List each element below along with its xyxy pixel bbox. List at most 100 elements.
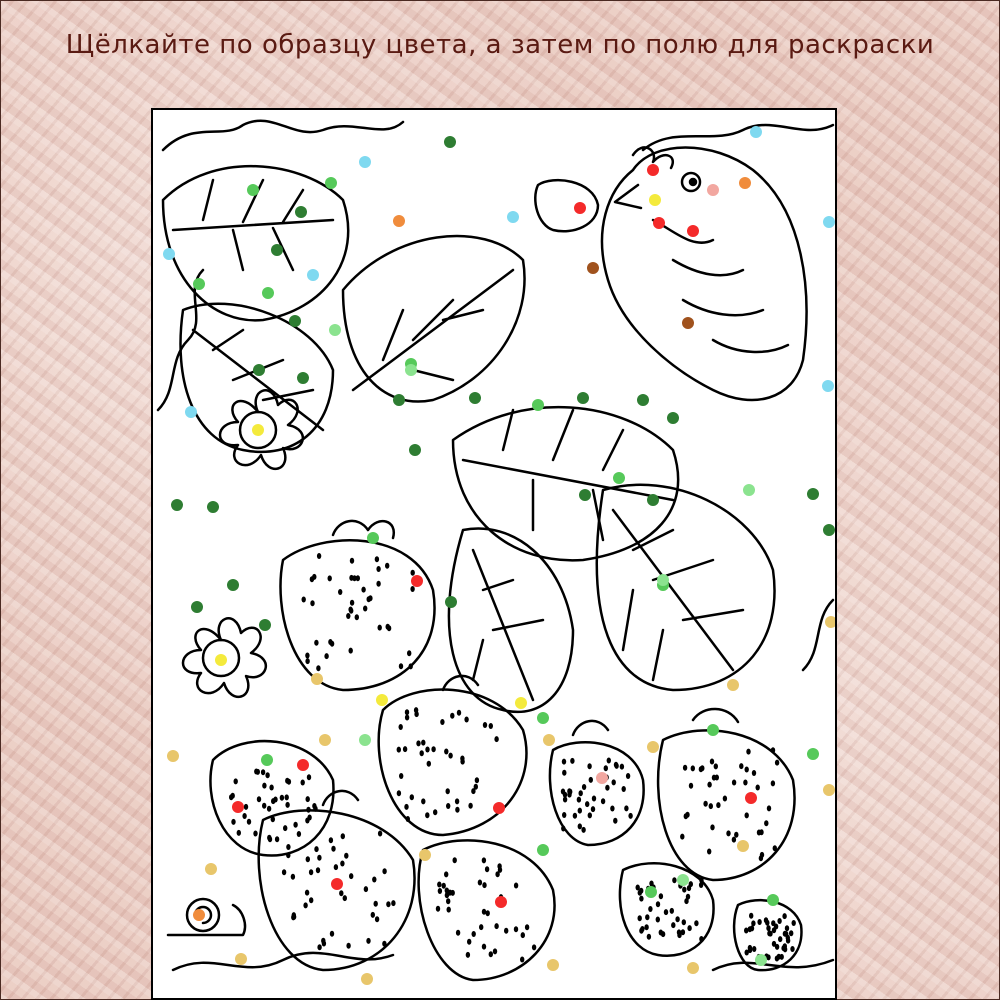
color-swatch-red[interactable] bbox=[232, 801, 244, 813]
color-swatch-light-blue[interactable] bbox=[359, 156, 371, 168]
color-swatch-orange[interactable] bbox=[739, 177, 751, 189]
color-swatch-light-blue[interactable] bbox=[507, 211, 519, 223]
color-swatch-dark-green[interactable] bbox=[577, 392, 589, 404]
color-swatch-light-blue[interactable] bbox=[750, 126, 762, 138]
coloring-picture[interactable] bbox=[153, 110, 837, 1000]
color-swatch-light-green[interactable] bbox=[755, 954, 767, 966]
color-swatch-brown[interactable] bbox=[587, 262, 599, 274]
color-swatch-tan[interactable] bbox=[311, 673, 323, 685]
color-swatch-tan[interactable] bbox=[687, 962, 699, 974]
color-swatch-dark-green[interactable] bbox=[823, 524, 835, 536]
color-swatch-dark-green[interactable] bbox=[259, 619, 271, 631]
color-swatch-dark-green[interactable] bbox=[579, 489, 591, 501]
color-swatch-tan[interactable] bbox=[737, 840, 749, 852]
color-swatch-yellow[interactable] bbox=[215, 654, 227, 666]
color-swatch-green[interactable] bbox=[767, 894, 779, 906]
color-swatch-red[interactable] bbox=[687, 225, 699, 237]
strawberry-seed bbox=[346, 613, 351, 619]
color-swatch-light-green[interactable] bbox=[329, 324, 341, 336]
color-swatch-red[interactable] bbox=[493, 802, 505, 814]
color-swatch-green[interactable] bbox=[262, 287, 274, 299]
color-swatch-dark-green[interactable] bbox=[289, 315, 301, 327]
color-swatch-green[interactable] bbox=[537, 844, 549, 856]
color-swatch-light-green[interactable] bbox=[359, 734, 371, 746]
color-swatch-dark-green[interactable] bbox=[637, 394, 649, 406]
color-swatch-light-green[interactable] bbox=[657, 574, 669, 586]
color-swatch-light-blue[interactable] bbox=[823, 216, 835, 228]
color-swatch-dark-green[interactable] bbox=[191, 601, 203, 613]
strawberry-seed bbox=[751, 770, 757, 776]
color-swatch-tan[interactable] bbox=[319, 734, 331, 746]
color-swatch-dark-green[interactable] bbox=[393, 394, 405, 406]
color-swatch-pink[interactable] bbox=[707, 184, 719, 196]
color-swatch-tan[interactable] bbox=[823, 784, 835, 796]
color-swatch-light-green[interactable] bbox=[743, 484, 755, 496]
color-swatch-red[interactable] bbox=[297, 759, 309, 771]
strawberry-seed bbox=[349, 557, 355, 564]
color-swatch-orange[interactable] bbox=[193, 909, 205, 921]
color-swatch-dark-green[interactable] bbox=[667, 412, 679, 424]
color-swatch-green[interactable] bbox=[807, 748, 819, 760]
color-swatch-dark-green[interactable] bbox=[171, 499, 183, 511]
strawberry-seed bbox=[376, 580, 381, 587]
color-swatch-green[interactable] bbox=[707, 724, 719, 736]
color-swatch-tan[interactable] bbox=[547, 959, 559, 971]
strawberry-seed bbox=[433, 809, 438, 816]
color-swatch-dark-green[interactable] bbox=[444, 136, 456, 148]
color-swatch-yellow[interactable] bbox=[252, 424, 264, 436]
color-swatch-tan[interactable] bbox=[825, 616, 837, 628]
color-swatch-dark-green[interactable] bbox=[409, 444, 421, 456]
color-swatch-green[interactable] bbox=[367, 532, 379, 544]
color-swatch-green[interactable] bbox=[247, 184, 259, 196]
color-swatch-red[interactable] bbox=[653, 217, 665, 229]
color-swatch-tan[interactable] bbox=[167, 750, 179, 762]
color-swatch-green[interactable] bbox=[261, 754, 273, 766]
color-swatch-dark-green[interactable] bbox=[295, 206, 307, 218]
color-swatch-light-green[interactable] bbox=[677, 874, 689, 886]
color-swatch-red[interactable] bbox=[745, 792, 757, 804]
color-swatch-green[interactable] bbox=[532, 399, 544, 411]
color-swatch-orange[interactable] bbox=[393, 215, 405, 227]
color-swatch-light-blue[interactable] bbox=[822, 380, 834, 392]
color-swatch-red[interactable] bbox=[495, 896, 507, 908]
color-swatch-dark-green[interactable] bbox=[253, 364, 265, 376]
color-swatch-tan[interactable] bbox=[361, 973, 373, 985]
color-swatch-dark-green[interactable] bbox=[445, 596, 457, 608]
strawberry-seed bbox=[731, 779, 737, 786]
color-swatch-dark-green[interactable] bbox=[207, 501, 219, 513]
color-swatch-red[interactable] bbox=[574, 202, 586, 214]
color-swatch-dark-green[interactable] bbox=[469, 392, 481, 404]
strawberry-seed bbox=[671, 922, 676, 929]
color-swatch-pink[interactable] bbox=[596, 772, 608, 784]
color-swatch-tan[interactable] bbox=[205, 863, 217, 875]
color-swatch-yellow[interactable] bbox=[376, 694, 388, 706]
color-swatch-tan[interactable] bbox=[543, 734, 555, 746]
color-swatch-tan[interactable] bbox=[235, 953, 247, 965]
coloring-canvas[interactable] bbox=[151, 108, 837, 1000]
color-swatch-light-blue[interactable] bbox=[185, 406, 197, 418]
strawberry-seed bbox=[778, 936, 783, 943]
color-swatch-tan[interactable] bbox=[647, 741, 659, 753]
color-swatch-red[interactable] bbox=[411, 575, 423, 587]
color-swatch-green[interactable] bbox=[537, 712, 549, 724]
color-swatch-green[interactable] bbox=[193, 278, 205, 290]
color-swatch-light-blue[interactable] bbox=[307, 269, 319, 281]
color-swatch-green[interactable] bbox=[325, 177, 337, 189]
color-swatch-dark-green[interactable] bbox=[647, 494, 659, 506]
color-swatch-red[interactable] bbox=[647, 164, 659, 176]
color-swatch-dark-green[interactable] bbox=[271, 244, 283, 256]
color-swatch-dark-green[interactable] bbox=[227, 579, 239, 591]
color-swatch-green[interactable] bbox=[613, 472, 625, 484]
color-swatch-tan[interactable] bbox=[419, 849, 431, 861]
color-swatch-dark-green[interactable] bbox=[807, 488, 819, 500]
color-swatch-dark-green[interactable] bbox=[297, 372, 309, 384]
color-swatch-yellow[interactable] bbox=[649, 194, 661, 206]
color-swatch-green[interactable] bbox=[645, 886, 657, 898]
color-swatch-brown[interactable] bbox=[682, 317, 694, 329]
color-swatch-light-green[interactable] bbox=[405, 364, 417, 376]
color-swatch-yellow[interactable] bbox=[515, 697, 527, 709]
strawberry-seed bbox=[405, 816, 410, 822]
color-swatch-red[interactable] bbox=[331, 878, 343, 890]
color-swatch-tan[interactable] bbox=[727, 679, 739, 691]
color-swatch-light-blue[interactable] bbox=[163, 248, 175, 260]
